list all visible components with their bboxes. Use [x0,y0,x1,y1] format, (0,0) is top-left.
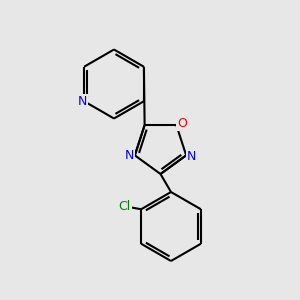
Text: Cl: Cl [118,200,131,213]
Text: N: N [125,149,134,162]
Text: N: N [78,95,87,108]
Text: O: O [177,117,187,130]
Text: N: N [187,150,196,163]
